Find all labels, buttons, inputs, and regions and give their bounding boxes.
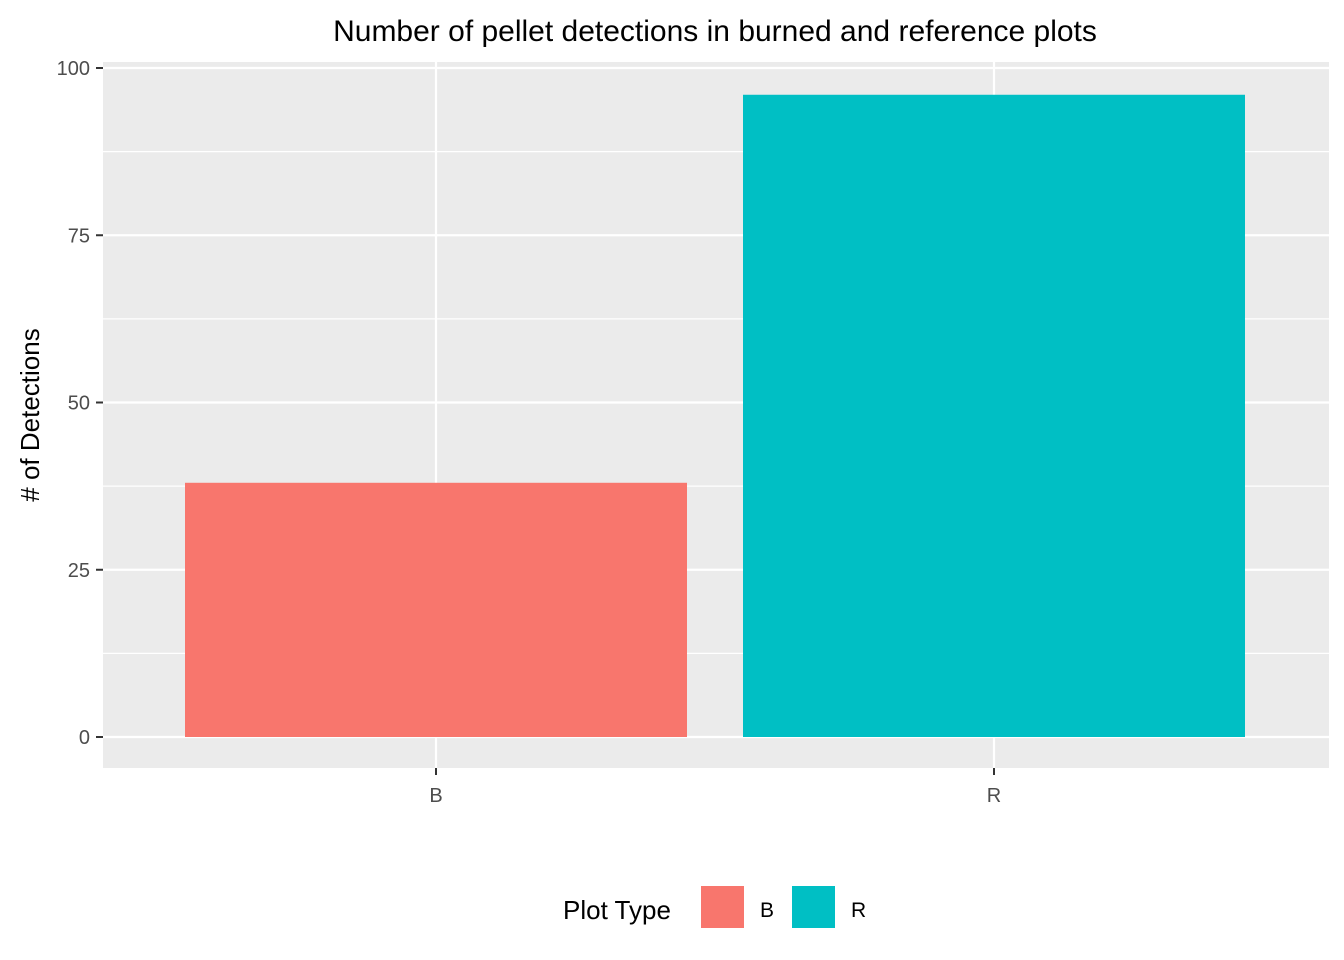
y-tick-label: 25	[68, 560, 90, 582]
legend-title: Plot Type	[563, 895, 671, 925]
chart-title: Number of pellet detections in burned an…	[333, 15, 1097, 48]
legend-label-B: B	[760, 899, 774, 922]
y-tick-label: 0	[79, 727, 90, 749]
y-axis-title: # of Detections	[15, 328, 45, 501]
x-tick-label: R	[987, 785, 1001, 807]
bar-R	[743, 94, 1245, 737]
legend-key-R	[792, 886, 835, 928]
bars	[185, 94, 1245, 737]
y-tick-label: 50	[68, 393, 90, 415]
legend-key-B	[701, 886, 744, 928]
y-tick-label: 75	[68, 225, 90, 247]
y-tick-label: 100	[57, 58, 90, 80]
y-axis: 0 25 50 75 100	[57, 58, 103, 749]
legend-label-R: R	[851, 899, 866, 922]
x-tick-label: B	[429, 785, 442, 807]
bar-B	[185, 482, 687, 737]
